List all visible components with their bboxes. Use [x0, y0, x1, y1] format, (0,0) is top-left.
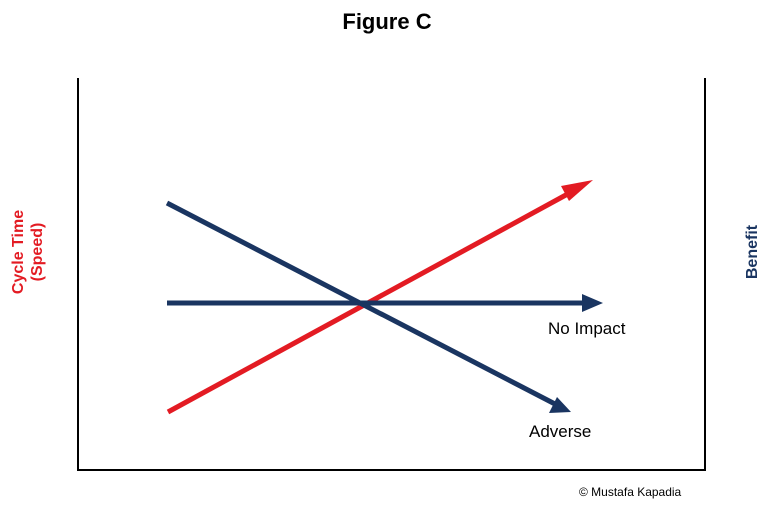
adverse-label: Adverse — [529, 422, 591, 441]
cycle-time-arrowhead — [561, 180, 593, 201]
no-impact-label: No Impact — [548, 319, 626, 338]
no-impact-arrowhead — [582, 294, 603, 312]
adverse-arrowhead — [549, 397, 571, 413]
figure-title: Figure C — [342, 9, 432, 34]
adverse-line — [165, 200, 557, 407]
copyright-notice: © Mustafa Kapadia — [579, 485, 682, 499]
